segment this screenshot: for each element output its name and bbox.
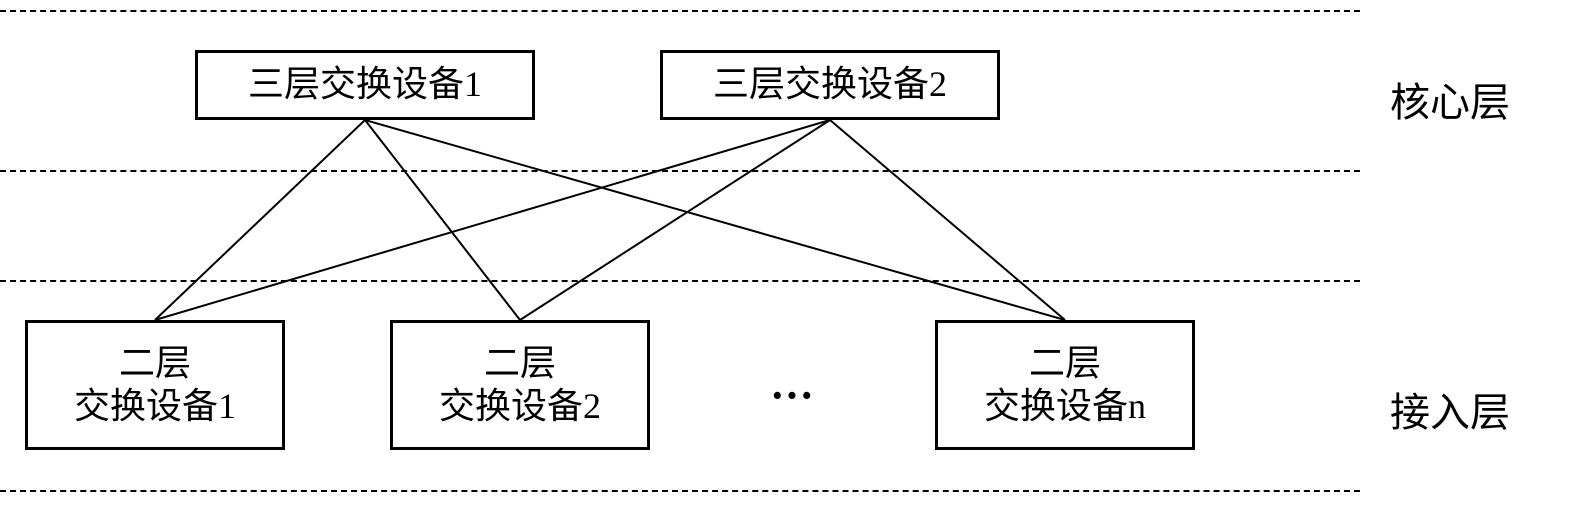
node-l3-switch-1: 三层交换设备1 [195, 50, 535, 120]
node-label-line2: 交换设备2 [439, 385, 601, 428]
node-l2-switch-2: 二层 交换设备2 [390, 320, 650, 450]
network-diagram: 三层交换设备1 三层交换设备2 二层 交换设备1 二层 交换设备2 二层 交换设… [0, 0, 1581, 518]
node-label-line1: 二层 [1029, 342, 1101, 385]
node-l2-switch-1: 二层 交换设备1 [25, 320, 285, 450]
ellipsis: ··· [770, 370, 814, 421]
node-l2-switch-n: 二层 交换设备n [935, 320, 1195, 450]
node-label-line1: 二层 [484, 342, 556, 385]
access-layer-label: 接入层 [1390, 380, 1510, 438]
node-label-line2: 交换设备1 [74, 385, 236, 428]
node-label-line2: 交换设备n [984, 385, 1146, 428]
node-l3-switch-2: 三层交换设备2 [660, 50, 1000, 120]
core-layer-label: 核心层 [1390, 70, 1510, 128]
node-label: 三层交换设备1 [248, 63, 482, 106]
node-label: 三层交换设备2 [713, 63, 947, 106]
node-label-line1: 二层 [119, 342, 191, 385]
